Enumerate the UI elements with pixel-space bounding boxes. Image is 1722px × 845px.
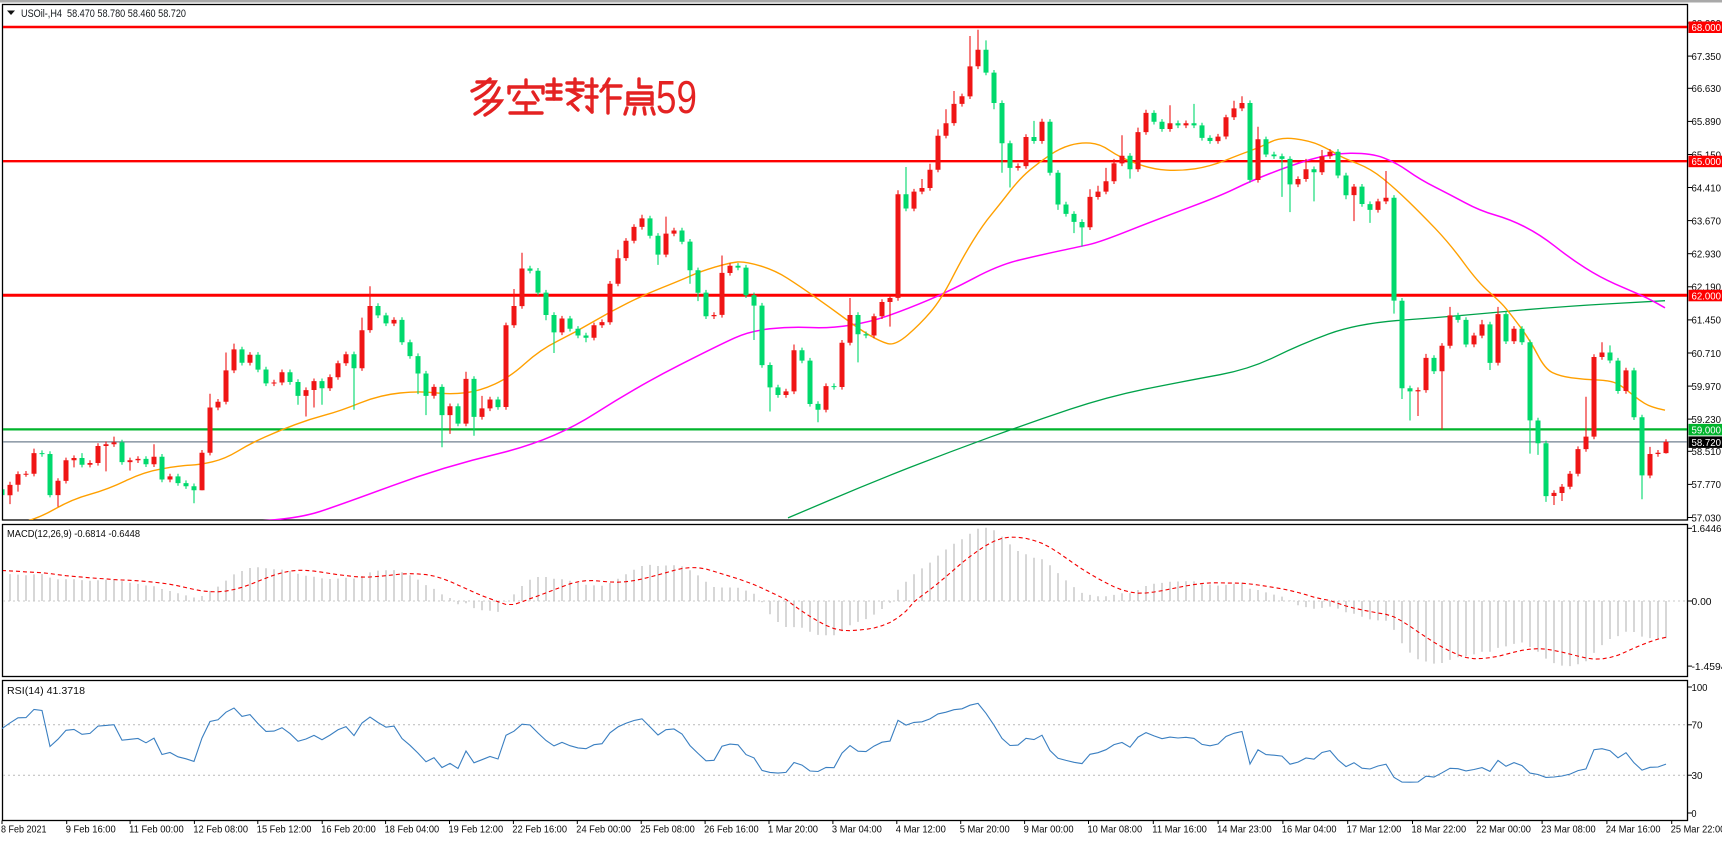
svg-text:24 Feb 00:00: 24 Feb 00:00 bbox=[576, 824, 631, 836]
svg-text:22 Mar 00:00: 22 Mar 00:00 bbox=[1476, 824, 1531, 836]
svg-text:MACD(12,26,9) -0.6814 -0.6448: MACD(12,26,9) -0.6814 -0.6448 bbox=[7, 528, 140, 540]
svg-text:18 Feb 04:00: 18 Feb 04:00 bbox=[385, 824, 440, 836]
svg-text:-1.4594: -1.4594 bbox=[1692, 662, 1722, 673]
svg-text:RSI(14) 41.3718: RSI(14) 41.3718 bbox=[7, 685, 85, 697]
svg-text:66.630: 66.630 bbox=[1692, 84, 1722, 95]
svg-text:59: 59 bbox=[656, 71, 697, 123]
svg-text:9 Mar 00:00: 9 Mar 00:00 bbox=[1024, 824, 1074, 836]
svg-text:65.890: 65.890 bbox=[1692, 117, 1722, 128]
svg-text:63.670: 63.670 bbox=[1692, 216, 1722, 227]
svg-text:25 Feb 08:00: 25 Feb 08:00 bbox=[640, 824, 695, 836]
svg-text:67.350: 67.350 bbox=[1692, 52, 1722, 63]
svg-text:USOil-,H4 58.470 58.780 58.46: USOil-,H4 58.470 58.780 58.460 58.720 bbox=[21, 8, 186, 20]
svg-text:59.970: 59.970 bbox=[1692, 382, 1722, 393]
svg-text:65.000: 65.000 bbox=[1692, 157, 1722, 168]
svg-text:17 Mar 12:00: 17 Mar 12:00 bbox=[1347, 824, 1402, 836]
svg-text:16 Mar 04:00: 16 Mar 04:00 bbox=[1282, 824, 1337, 836]
svg-text:0: 0 bbox=[1692, 809, 1697, 820]
svg-text:30: 30 bbox=[1692, 771, 1703, 782]
svg-text:8 Feb 2021: 8 Feb 2021 bbox=[1, 824, 47, 836]
svg-text:26 Feb 16:00: 26 Feb 16:00 bbox=[704, 824, 759, 836]
svg-text:57.030: 57.030 bbox=[1692, 513, 1722, 524]
svg-text:18 Mar 22:00: 18 Mar 22:00 bbox=[1412, 824, 1467, 836]
svg-text:0.00: 0.00 bbox=[1692, 597, 1712, 608]
svg-text:10 Mar 08:00: 10 Mar 08:00 bbox=[1088, 824, 1143, 836]
svg-text:62.000: 62.000 bbox=[1692, 291, 1722, 302]
svg-text:5 Mar 20:00: 5 Mar 20:00 bbox=[960, 824, 1010, 836]
svg-text:58.720: 58.720 bbox=[1692, 438, 1722, 449]
svg-text:64.410: 64.410 bbox=[1692, 183, 1722, 194]
svg-text:3 Mar 04:00: 3 Mar 04:00 bbox=[832, 824, 882, 836]
svg-text:16 Feb 20:00: 16 Feb 20:00 bbox=[321, 824, 376, 836]
svg-text:19 Feb 12:00: 19 Feb 12:00 bbox=[449, 824, 504, 836]
svg-text:59.000: 59.000 bbox=[1692, 425, 1722, 436]
svg-text:15 Feb 12:00: 15 Feb 12:00 bbox=[257, 824, 312, 836]
svg-text:24 Mar 16:00: 24 Mar 16:00 bbox=[1606, 824, 1661, 836]
svg-text:62.930: 62.930 bbox=[1692, 250, 1722, 261]
svg-text:1.6446: 1.6446 bbox=[1692, 524, 1722, 535]
svg-text:1 Mar 20:00: 1 Mar 20:00 bbox=[768, 824, 818, 836]
svg-text:14 Mar 23:00: 14 Mar 23:00 bbox=[1217, 824, 1272, 836]
svg-text:25 Mar 22:00: 25 Mar 22:00 bbox=[1671, 824, 1722, 836]
svg-text:100: 100 bbox=[1692, 683, 1708, 694]
svg-text:23 Mar 08:00: 23 Mar 08:00 bbox=[1541, 824, 1596, 836]
svg-text:11 Mar 16:00: 11 Mar 16:00 bbox=[1152, 824, 1207, 836]
svg-text:22 Feb 16:00: 22 Feb 16:00 bbox=[512, 824, 567, 836]
svg-text:12 Feb 08:00: 12 Feb 08:00 bbox=[193, 824, 248, 836]
svg-text:60.710: 60.710 bbox=[1692, 349, 1722, 360]
svg-text:11 Feb 00:00: 11 Feb 00:00 bbox=[129, 824, 184, 836]
svg-text:4 Mar 12:00: 4 Mar 12:00 bbox=[896, 824, 946, 836]
svg-text:9 Feb 16:00: 9 Feb 16:00 bbox=[66, 824, 116, 836]
svg-text:57.770: 57.770 bbox=[1692, 480, 1722, 491]
svg-text:70: 70 bbox=[1692, 721, 1703, 732]
svg-text:68.000: 68.000 bbox=[1692, 23, 1722, 34]
svg-text:61.450: 61.450 bbox=[1692, 316, 1722, 327]
